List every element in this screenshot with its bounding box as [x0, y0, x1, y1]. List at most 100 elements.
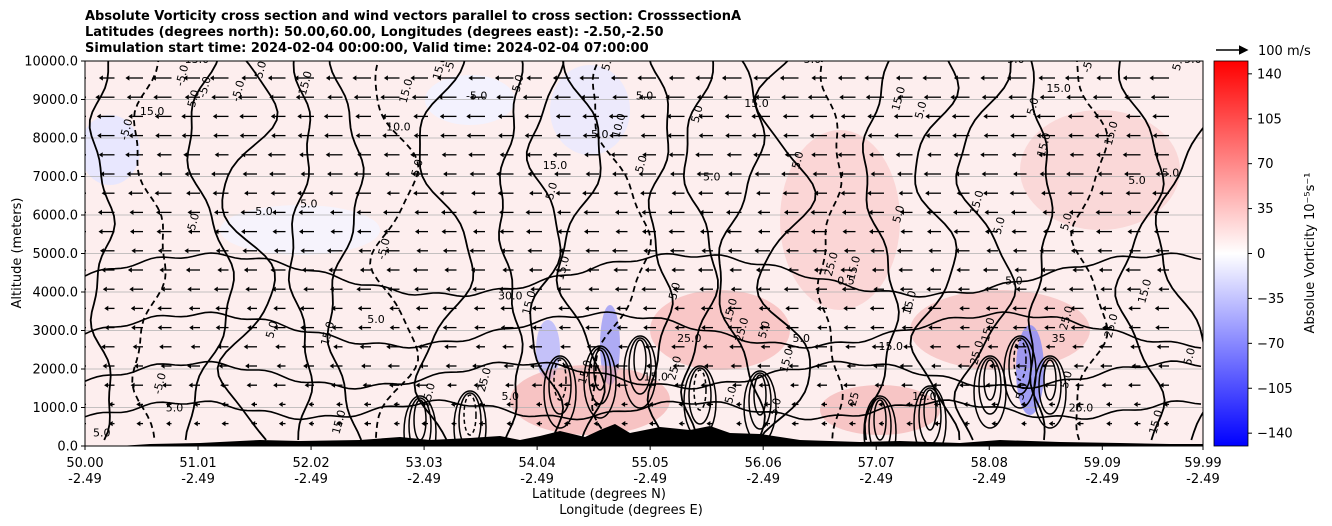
wind-vector-head [532, 325, 537, 331]
wind-vector-head [325, 152, 330, 158]
wind-vector-head [273, 305, 278, 311]
wind-vector-head [895, 75, 900, 81]
contour-label: 5.0 [543, 181, 560, 201]
wind-vector-head [1006, 75, 1011, 81]
contour-label: 25 [846, 390, 862, 407]
wind-vector-head [552, 152, 557, 158]
contour-label: 5.0 [367, 313, 385, 326]
wind-vector-head [506, 401, 511, 407]
wind-vector-head [846, 363, 851, 369]
wind-vector-head [73, 306, 77, 311]
colorbar-tick-label: 105 [1257, 112, 1282, 127]
wind-vector-head [841, 133, 846, 139]
wind-vector-head [1126, 286, 1131, 292]
x-tick-label-latitude: 55.05 [632, 456, 669, 471]
wind-vector-head [593, 421, 598, 427]
wind-vector-head [588, 363, 593, 369]
wind-vector-head [732, 382, 737, 388]
wind-vector-head [1122, 75, 1127, 81]
wind-vector-head [328, 267, 333, 273]
wind-vector-head [1064, 75, 1069, 81]
wind-vector-head [411, 94, 416, 100]
contour-line [591, 61, 652, 441]
wind-vector-head [896, 248, 901, 254]
wind-vector-head [333, 344, 338, 350]
wind-vector-head [555, 113, 560, 119]
wind-vector-head [271, 286, 276, 292]
wind-vector-head [609, 133, 614, 139]
wind-vector-head [440, 133, 445, 139]
wind-vector-head [357, 152, 362, 158]
wind-vector-head [871, 267, 876, 273]
wind-vector-head [526, 152, 531, 158]
wind-vector-head [817, 325, 822, 331]
contour-loop [688, 367, 712, 425]
wind-vector-head [475, 344, 480, 350]
wind-vector-head [899, 363, 904, 369]
wind-vector-head [867, 190, 872, 196]
contour-label: 5.0 [1024, 96, 1041, 116]
contour-line [131, 61, 167, 441]
wind-vector-head [1069, 152, 1074, 158]
contour-label: -5.0 [151, 371, 169, 395]
wind-vector-head [352, 75, 357, 81]
wind-vector-head [1095, 209, 1100, 215]
wind-vector-head [841, 286, 846, 292]
quiver-key-label: 100 m/s [1258, 44, 1311, 59]
wind-vector-head [980, 152, 985, 158]
wind-vector-head [468, 152, 473, 158]
terrain [120, 424, 1203, 446]
wind-vector-head [308, 421, 313, 427]
wind-vector-head [1048, 401, 1053, 407]
wind-vector-head [1100, 286, 1105, 292]
x-axis-label-latitude: Latitude (degrees N) [532, 487, 666, 502]
wind-vector-head [466, 113, 471, 119]
wind-vector-head [472, 209, 477, 215]
x-tick-label-latitude: 56.06 [745, 456, 782, 471]
colorbar-label: Absolue Vorticity 10⁻⁵s⁻¹ [1303, 173, 1318, 334]
wind-vector-head [644, 267, 649, 273]
wind-vector-head [525, 209, 530, 215]
wind-vector-head [557, 209, 561, 215]
wind-vector-head [929, 267, 934, 273]
wind-vector-head [241, 229, 245, 235]
wind-vector-head [649, 421, 653, 427]
wind-vector-head [1011, 209, 1015, 215]
wind-vector-head [469, 94, 474, 100]
x-tick-label-longitude: -2.49 [181, 472, 215, 487]
wind-vector-head [954, 248, 959, 254]
x-tick-label-latitude: 50.00 [66, 456, 103, 471]
contour-loop [583, 345, 617, 419]
wind-vector-head [1131, 363, 1136, 369]
x-tick-label-latitude: 51.01 [179, 456, 216, 471]
wind-vector-head [328, 190, 333, 196]
wind-vector-head [1125, 113, 1130, 119]
wind-vector-head [784, 229, 789, 235]
contour-label: 15.0 [397, 77, 416, 104]
wind-vector-head [188, 382, 193, 388]
wind-vector-head [213, 286, 218, 292]
wind-vector-head [1133, 401, 1138, 407]
contour-label: 5.0 [703, 170, 721, 183]
wind-vector-head [781, 94, 786, 100]
contour-label: 5.0 [722, 385, 739, 405]
wind-vector-head [558, 382, 563, 388]
wind-vector-head [181, 133, 186, 139]
wind-vector-head [536, 421, 541, 427]
wind-vector-head [1043, 305, 1048, 311]
wind-vector-head [218, 363, 223, 369]
wind-vector-head [560, 344, 565, 350]
wind-vector-head [816, 382, 821, 388]
wind-vector-head [901, 382, 906, 388]
wind-vector-head [700, 305, 705, 311]
wind-vector-head [757, 209, 762, 215]
wind-vector-head [126, 171, 131, 177]
wind-vector-head [272, 229, 277, 235]
contour-label: 15.0 [1035, 131, 1054, 158]
wind-vector-head [953, 229, 958, 235]
wind-vector-head [385, 171, 390, 177]
wind-vector-head [608, 113, 613, 119]
wind-vector-head [783, 286, 788, 292]
wind-vector-head [985, 382, 990, 388]
wind-vector-head [297, 113, 302, 119]
